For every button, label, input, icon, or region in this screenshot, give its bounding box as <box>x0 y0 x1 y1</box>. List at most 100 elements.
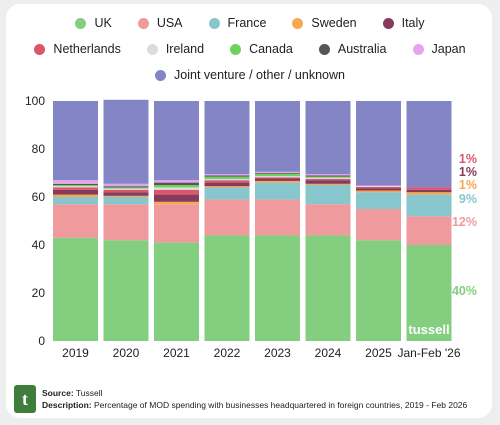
legend-row: Joint venture / other / unknown <box>0 68 500 82</box>
legend-swatch <box>230 43 242 55</box>
end-label-italy: 1% <box>459 165 477 179</box>
legend-item-canada: Canada <box>230 42 293 56</box>
bar-segment-japan <box>305 174 351 176</box>
bar-segment-sweden <box>255 180 300 183</box>
legend-label: Netherlands <box>53 42 121 56</box>
bar-segment-japan <box>204 174 250 176</box>
bar-segment-joint-venture-other-unknown <box>53 101 98 181</box>
bar-segment-italy <box>255 178 300 181</box>
bar-segment-usa <box>406 216 452 245</box>
bar-segment-canada <box>305 176 351 178</box>
footer: t Source: Tussell Description: Percentag… <box>14 382 494 416</box>
x-tick-label: 2019 <box>62 346 89 360</box>
bar-segment-italy <box>406 189 452 193</box>
x-tick-label: 2021 <box>163 346 190 360</box>
legend-swatch <box>382 17 394 29</box>
end-label-france: 9% <box>459 192 477 206</box>
bar-segment-france <box>103 197 149 205</box>
legend-item-france: France <box>208 16 267 30</box>
stacked-bar-chart: 0 20 40 60 80 100 2019 2020 2021 2022 2023 2024 2025… <box>25 94 477 360</box>
bar-segment-usa <box>154 204 199 243</box>
legend-item-ireland: Ireland <box>146 42 205 56</box>
bar-segment-netherlands <box>103 189 149 193</box>
description-line: Description: Percentage of MOD spending … <box>42 399 467 411</box>
legend-label: Canada <box>249 42 293 56</box>
bar-segment-joint-venture-other-unknown <box>204 101 250 175</box>
bar-segment-france <box>305 185 351 205</box>
bar-segment-france <box>53 197 98 205</box>
legend-label: Italy <box>401 16 425 30</box>
x-tick-label: 2025 <box>365 346 392 360</box>
legend-item-japan: Japan <box>412 42 466 56</box>
bar-segment-sweden <box>204 186 250 188</box>
bar-segment-france <box>406 194 452 217</box>
legend-label: UK <box>94 16 112 30</box>
bar-segment-japan <box>103 183 149 187</box>
source-label: Source: <box>42 388 74 398</box>
bar-segment-uk <box>204 235 250 341</box>
bar-segment-netherlands <box>305 179 351 181</box>
bar-segment-netherlands <box>356 186 401 189</box>
legend-label: France <box>227 16 267 30</box>
legend-label: Sweden <box>311 16 357 30</box>
y-tick-label: 0 <box>38 334 45 348</box>
legend-item-usa: USA <box>137 16 183 30</box>
legend-swatch <box>75 17 87 29</box>
x-tick-label: 2023 <box>264 346 291 360</box>
description-label: Description: <box>42 400 92 410</box>
legend-item-uk: UK <box>75 16 112 30</box>
legend-swatch <box>146 43 158 55</box>
bar-segment-ireland <box>305 177 351 179</box>
bar-segment-japan <box>53 180 98 184</box>
footer-text: Source: Tussell Description: Percentage … <box>42 387 467 411</box>
bar-segment-ireland <box>53 186 98 188</box>
bar-segment-ireland <box>356 186 401 187</box>
tussell-logo: t <box>14 385 36 413</box>
bar-segment-italy <box>53 189 98 195</box>
bar-segment-uk <box>305 235 351 341</box>
legend-swatch <box>208 17 220 29</box>
bar-segment-australia <box>204 175 250 177</box>
bar-segment-usa <box>305 204 351 236</box>
bar-segment-italy <box>356 188 401 191</box>
y-tick-label: 60 <box>32 190 46 204</box>
bar-segment-joint-venture-other-unknown <box>305 101 351 175</box>
bar-segment-usa <box>53 204 98 238</box>
end-label-usa: 12% <box>452 215 477 229</box>
y-tick-label: 100 <box>25 94 45 108</box>
bar-segment-japan <box>154 180 199 183</box>
bar-segment-usa <box>204 199 250 236</box>
legend-item-australia: Australia <box>318 42 387 56</box>
source-value: Tussell <box>75 388 103 398</box>
bar-segment-ireland <box>154 187 199 190</box>
x-tick-label: 2024 <box>315 346 342 360</box>
bar-segment-sweden <box>305 183 351 185</box>
legend-swatch <box>318 43 330 55</box>
legend-item-joint-venture-other-unknown: Joint venture / other / unknown <box>155 68 345 82</box>
bar-segment-usa <box>255 199 300 236</box>
bar-segment-canada <box>204 176 250 179</box>
x-tick-label: 2020 <box>113 346 140 360</box>
bar-segment-netherlands <box>204 180 250 183</box>
legend-swatch <box>412 43 424 55</box>
y-tick-label: 40 <box>32 238 46 252</box>
legend-label: Ireland <box>165 42 205 56</box>
bar-segment-uk <box>53 237 98 341</box>
bar-segment-italy <box>103 192 149 196</box>
bar-segment-sweden <box>356 190 401 193</box>
bar-segment-australia <box>255 173 300 174</box>
bar-segment-uk <box>103 240 149 341</box>
bar-segment-uk <box>406 245 452 341</box>
legend-label: Japan <box>431 42 466 56</box>
legend-item-italy: Italy <box>382 16 425 30</box>
tussell-watermark: tussell <box>408 322 449 337</box>
bar-segment-netherlands <box>154 189 199 195</box>
bar-segment-australia <box>305 175 351 177</box>
bar-segment-sweden <box>406 192 452 195</box>
bar-segment-france <box>356 192 401 209</box>
legend-item-netherlands: Netherlands <box>34 42 121 56</box>
bar-segment-canada <box>53 185 98 187</box>
bar-segment-canada <box>103 187 149 189</box>
bar-segment-japan <box>255 171 300 173</box>
y-tick-label: 80 <box>32 142 46 156</box>
